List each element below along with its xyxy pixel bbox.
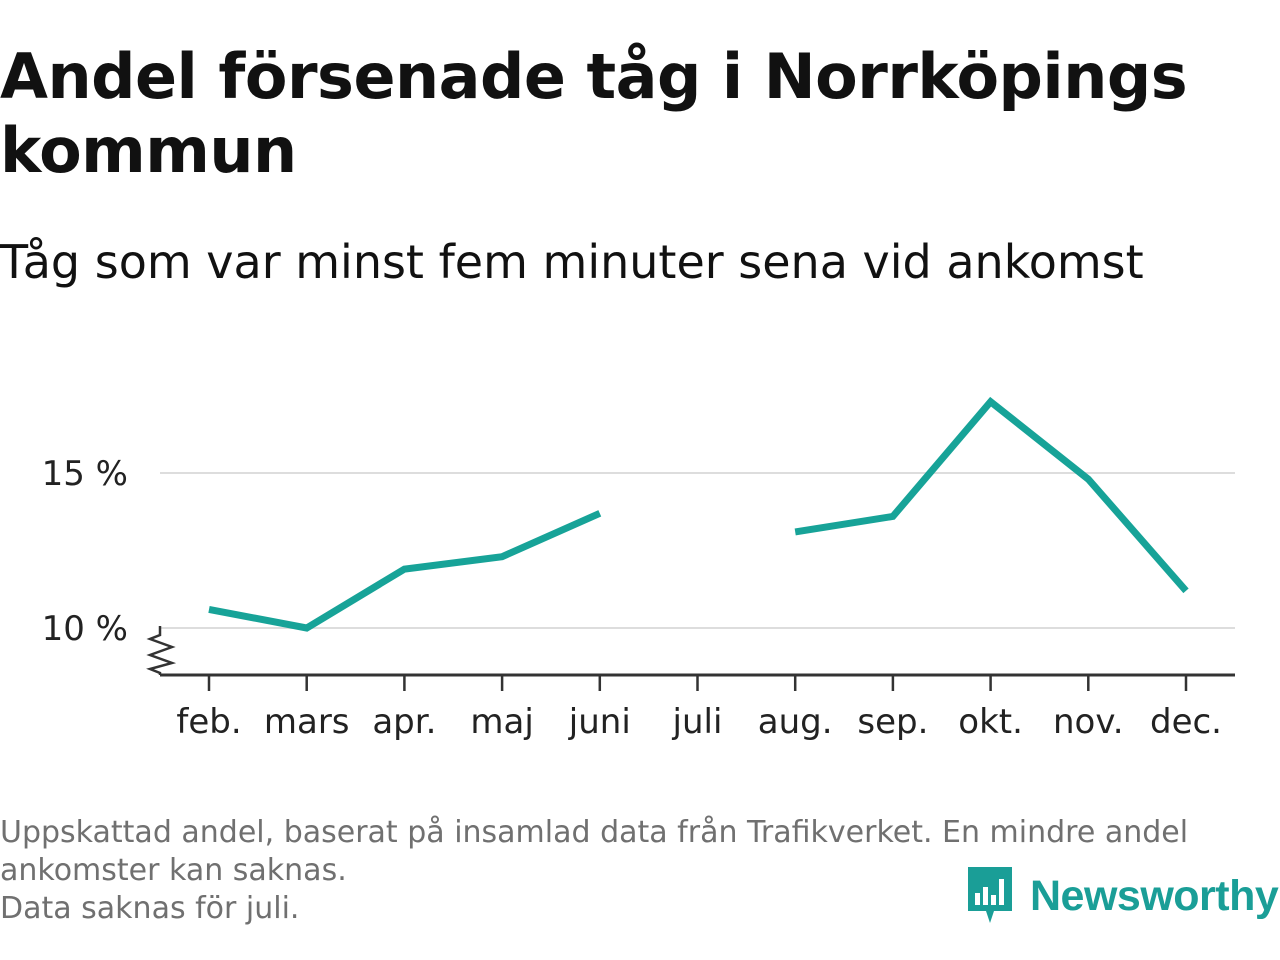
x-tick-label: aug.	[758, 702, 833, 742]
footnote-line-2: ankomster kan saknas.	[0, 853, 347, 888]
x-tick-label: mars	[264, 702, 350, 742]
x-tick-label: nov.	[1053, 702, 1124, 742]
grid-lines	[160, 472, 1235, 629]
x-tick-label: apr.	[372, 702, 436, 742]
footnote: Uppskattad andel, baserat på insamlad da…	[0, 814, 1270, 928]
series-line-segment	[208, 510, 602, 632]
brand-name: Newsworthy	[1030, 871, 1279, 920]
x-tick-label: juli	[672, 702, 723, 742]
x-tick-label: maj	[470, 702, 533, 742]
x-tick-labels: feb. mars apr. maj juni juli aug. sep. okt. nov. d…	[176, 702, 1222, 742]
x-tick-label: juni	[568, 702, 631, 742]
brand-logo: Newsworthy	[964, 864, 1279, 928]
footnote-line-3: Data saknas för juli.	[0, 891, 300, 926]
y-tick-label: 15 %	[42, 454, 128, 494]
newsworthy-logo-icon	[968, 867, 1012, 923]
axis-break-mark	[146, 626, 177, 675]
chart-title: Andel försenade tåg i Norrköpings kommun	[0, 40, 1188, 187]
chart-subtitle: Tåg som var minst fem minuter sena vid a…	[0, 235, 1144, 289]
x-tick-label: dec.	[1150, 702, 1222, 742]
footnote-line-1: Uppskattad andel, baserat på insamlad da…	[0, 815, 1189, 850]
x-tick-label: feb.	[176, 702, 241, 742]
x-axis	[146, 626, 1235, 691]
series-line-segment	[794, 396, 1189, 594]
y-tick-labels: 10 % 15 %	[42, 454, 128, 649]
line-chart: 10 % 15 % feb. mars apr. maj juni juli aug. sep.…	[42, 396, 1235, 742]
series-lines	[208, 396, 1189, 632]
x-tick-label: sep.	[857, 702, 928, 742]
y-tick-label: 10 %	[42, 609, 128, 649]
x-tick-label: okt.	[958, 702, 1023, 742]
